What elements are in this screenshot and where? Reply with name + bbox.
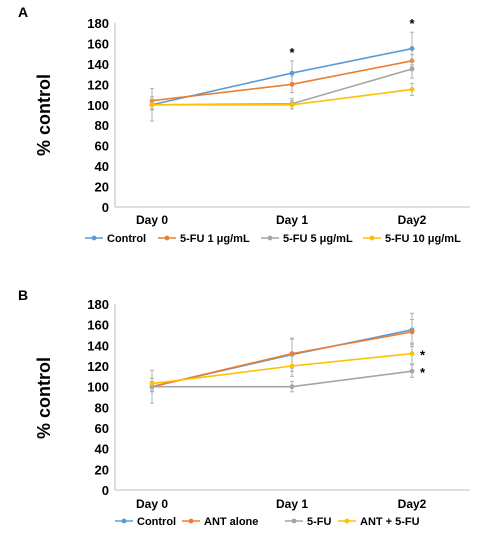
x-tick-label: Day2 xyxy=(398,213,427,227)
data-point xyxy=(289,384,295,390)
y-tick-label: 60 xyxy=(95,139,109,154)
legend-swatch-marker xyxy=(369,235,375,241)
legend-swatch-marker xyxy=(121,518,127,524)
legend-swatch-marker xyxy=(344,518,350,524)
y-axis-label: % control xyxy=(34,74,54,156)
y-tick-label: 180 xyxy=(87,16,109,31)
y-tick-label: 0 xyxy=(102,483,109,498)
series-line xyxy=(151,68,413,106)
y-tick-label: 0 xyxy=(102,200,109,215)
x-tick-label: Day 0 xyxy=(136,213,168,227)
y-tick-label: 60 xyxy=(95,421,109,436)
data-point xyxy=(289,351,295,356)
legend-label: 5-FU xyxy=(307,516,332,528)
y-tick-label: 140 xyxy=(87,338,109,353)
data-point xyxy=(289,70,295,76)
y-tick-label: 40 xyxy=(95,442,109,457)
significance-marker: * xyxy=(420,348,426,363)
legend: Control ANT alone 5-FU ANT + 5-FU xyxy=(115,516,420,528)
chart-panel-A: A % control 0 20 40 60 80 100 120 140 160 180 Day 0 D… xyxy=(18,4,470,245)
y-tick-label: 100 xyxy=(87,98,109,113)
data-point xyxy=(289,81,295,87)
data-point xyxy=(149,381,155,386)
y-tick-label: 180 xyxy=(87,297,109,312)
chart-panel-B: B % control 0 20 40 60 80 100 120 140 160 180 Day 0 D… xyxy=(18,287,470,528)
series-0 xyxy=(149,31,415,110)
y-tick-label: 160 xyxy=(87,36,109,51)
series-1 xyxy=(149,319,415,393)
y-tick-label: 80 xyxy=(95,400,109,415)
x-tick-label: Day 1 xyxy=(276,213,308,227)
legend-label: 5-FU 10 μg/mL xyxy=(385,233,461,245)
x-tick-label: Day2 xyxy=(398,497,427,511)
data-point xyxy=(409,87,415,92)
y-tick-label: 40 xyxy=(95,159,109,174)
y-tick-label: 100 xyxy=(87,380,109,395)
legend-label: 5-FU 5 μg/mL xyxy=(283,233,353,245)
legend-swatch-marker xyxy=(188,518,194,524)
data-point xyxy=(409,329,415,335)
data-point xyxy=(409,368,415,374)
data-point xyxy=(409,351,415,356)
data-point xyxy=(149,102,155,108)
data-point xyxy=(289,102,295,108)
series-2 xyxy=(149,59,415,122)
x-tick-label: Day 0 xyxy=(136,497,168,511)
series-line xyxy=(151,352,413,385)
x-tick-label: Day 1 xyxy=(276,497,308,511)
significance-marker: * xyxy=(420,365,426,380)
legend-label: ANT alone xyxy=(204,516,258,528)
y-tick-label: 20 xyxy=(95,180,109,195)
legend-label: Control xyxy=(107,233,146,245)
y-tick-label: 120 xyxy=(87,359,109,374)
significance-marker: * xyxy=(289,45,295,60)
series-line xyxy=(152,88,413,106)
panel-label: B xyxy=(18,287,28,303)
legend-swatch-marker xyxy=(91,235,97,241)
data-point xyxy=(409,46,415,51)
data-point xyxy=(409,66,415,72)
legend-label: 5-FU 1 μg/mL xyxy=(180,233,250,245)
series-2 xyxy=(149,364,415,404)
y-tick-label: 140 xyxy=(87,57,109,72)
legend: Control 5-FU 1 μg/mL 5-FU 5 μg/mL 5-FU 10 μ… xyxy=(85,233,461,245)
legend-label: Control xyxy=(137,516,176,528)
legend-label: ANT + 5-FU xyxy=(360,516,420,528)
y-tick-label: 160 xyxy=(87,318,109,333)
legend-swatch-marker xyxy=(291,518,297,524)
series-3 xyxy=(149,82,415,111)
significance-marker: * xyxy=(409,16,415,31)
series-3 xyxy=(149,342,415,390)
y-tick-label: 80 xyxy=(95,118,109,133)
panel-label: A xyxy=(18,4,28,20)
y-tick-label: 20 xyxy=(95,462,109,477)
y-tick-label: 120 xyxy=(87,77,109,92)
legend-swatch-marker xyxy=(267,235,273,241)
data-point xyxy=(289,363,295,369)
y-axis-label: % control xyxy=(34,357,54,439)
legend-swatch-marker xyxy=(164,235,170,241)
